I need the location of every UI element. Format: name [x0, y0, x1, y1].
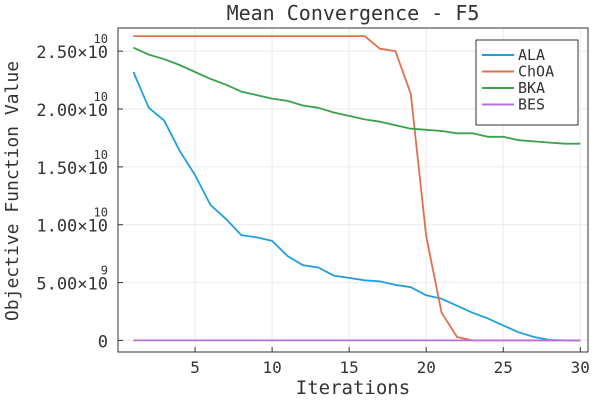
- chart-title: Mean Convergence - F5: [227, 1, 480, 25]
- series-line-bka: [133, 46, 581, 145]
- y-tick-exponent: 9: [101, 264, 108, 278]
- y-tick-label: 2.50×10: [36, 43, 108, 63]
- y-tick-label: 1.50×10: [36, 159, 108, 179]
- y-tick-label: 2.00×10: [36, 101, 108, 121]
- y-tick-exponent: 10: [94, 148, 108, 162]
- legend-label-bes: BES: [518, 96, 545, 114]
- legend-label-choa: ChOA: [518, 63, 554, 81]
- y-tick-label: 5.00×10: [36, 275, 108, 295]
- y-tick-exponent: 10: [94, 206, 108, 220]
- x-tick-label: 25: [494, 358, 513, 377]
- legend-label-bka: BKA: [518, 79, 545, 97]
- legend-label-ala: ALA: [518, 46, 545, 64]
- x-tick-label: 5: [190, 358, 200, 377]
- y-tick-label: 1.00×10: [36, 217, 108, 237]
- x-axis-label: Iterations: [296, 377, 410, 399]
- y-tick-exponent: 10: [94, 32, 108, 46]
- y-axis-label: Objective Function Value: [2, 61, 23, 321]
- series-lines: [132, 35, 581, 342]
- x-tick-label: 20: [417, 358, 436, 377]
- x-tick-label: 10: [262, 358, 281, 377]
- axes: 5 10 15 20 25 3005.00×1091.00×10101.50×10102.…: [36, 27, 590, 377]
- x-tick-label: 15: [340, 358, 359, 377]
- series-line-ala: [132, 71, 581, 342]
- y-tick-label: 0: [98, 332, 108, 352]
- y-tick-exponent: 10: [94, 90, 108, 104]
- x-tick-label: 30: [571, 358, 590, 377]
- plot-frame: [117, 27, 589, 353]
